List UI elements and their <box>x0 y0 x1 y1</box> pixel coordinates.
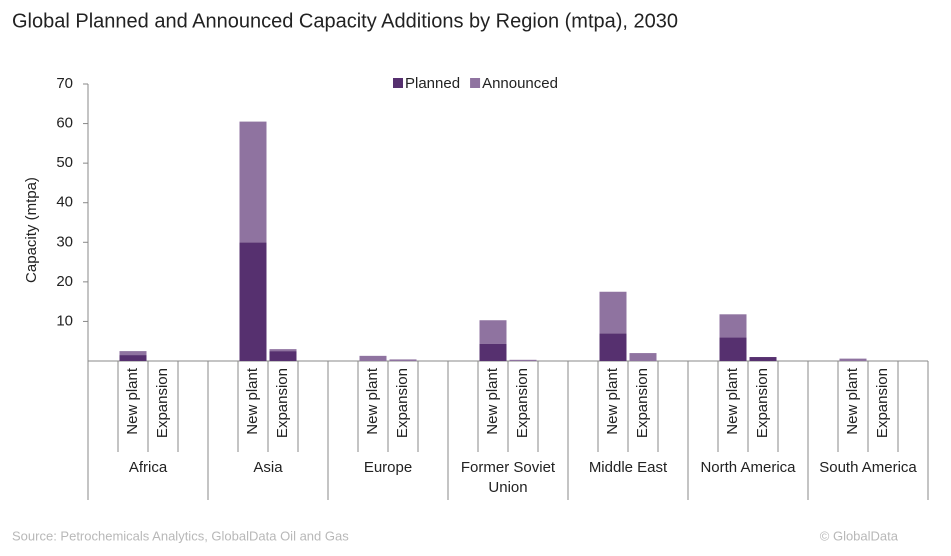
group-label-box: South America <box>819 459 917 476</box>
x-tick-label: New plant <box>724 367 741 435</box>
group-label: North America <box>700 459 796 476</box>
bar-segment <box>239 121 267 243</box>
x-tick-label: New plant <box>484 367 501 435</box>
x-tick-label: New plant <box>604 367 621 435</box>
y-axis-label: Capacity (mtpa) <box>23 177 40 283</box>
chart-title: Global Planned and Announced Capacity Ad… <box>12 10 678 32</box>
x-tick-label: Expansion <box>274 368 291 438</box>
y-tick-label: 30 <box>56 233 73 250</box>
bar-segment <box>719 337 747 361</box>
x-tick-label: Expansion <box>634 368 651 438</box>
bar-segment <box>509 359 537 361</box>
bar-segment <box>389 359 417 361</box>
bar-segment <box>269 349 297 352</box>
bar-segment <box>479 343 507 361</box>
x-tick-label: Expansion <box>874 368 891 438</box>
legend-swatch <box>470 78 481 88</box>
group-label: Africa <box>128 459 168 476</box>
y-tick-label: 50 <box>56 154 73 171</box>
bar-segment <box>479 320 507 344</box>
legend-label: Planned <box>405 75 460 92</box>
group-label: Former Soviet Union <box>460 459 556 496</box>
group-label-box: Asia <box>253 459 283 476</box>
bar-segment <box>599 333 627 361</box>
group-label: Asia <box>253 459 283 476</box>
bar-segment <box>749 357 777 361</box>
y-tick-label: 10 <box>56 312 73 329</box>
copyright: © GlobalData <box>820 528 899 543</box>
group-label: South America <box>819 459 917 476</box>
source: Source: Petrochemicals Analytics, Global… <box>12 528 349 543</box>
x-tick-label: Expansion <box>514 368 531 438</box>
x-tick-label: New plant <box>124 367 141 435</box>
group-label: Europe <box>363 459 413 476</box>
bar-segment <box>719 314 747 338</box>
group-label-box: Africa <box>128 459 168 476</box>
y-tick-label: 60 <box>56 115 73 132</box>
group-label-box: Former Soviet Union <box>460 459 556 496</box>
x-tick-label: New plant <box>244 367 261 435</box>
legend-label: Announced <box>482 75 558 92</box>
y-tick-label: 70 <box>56 75 73 92</box>
x-tick-label: Expansion <box>154 368 171 438</box>
bar-segment <box>269 351 297 361</box>
bar-segment <box>599 291 627 334</box>
group-label-box: North America <box>700 459 796 476</box>
bar-segment <box>359 355 387 361</box>
x-tick-label: New plant <box>364 367 381 435</box>
x-tick-label: Expansion <box>754 368 771 438</box>
x-tick-label: New plant <box>844 367 861 435</box>
bar-segment <box>839 358 867 361</box>
legend-swatch <box>393 78 403 88</box>
bar-segment <box>119 351 147 356</box>
x-tick-label: Expansion <box>394 368 411 438</box>
y-tick-label: 20 <box>56 273 73 290</box>
bar-segment <box>239 242 267 361</box>
group-label-box: Middle East <box>588 459 668 476</box>
bar-segment <box>629 353 657 361</box>
group-label-box: Europe <box>363 459 413 476</box>
bar-segment <box>119 355 147 361</box>
group-label: Middle East <box>588 459 668 476</box>
y-tick-label: 40 <box>56 194 73 211</box>
